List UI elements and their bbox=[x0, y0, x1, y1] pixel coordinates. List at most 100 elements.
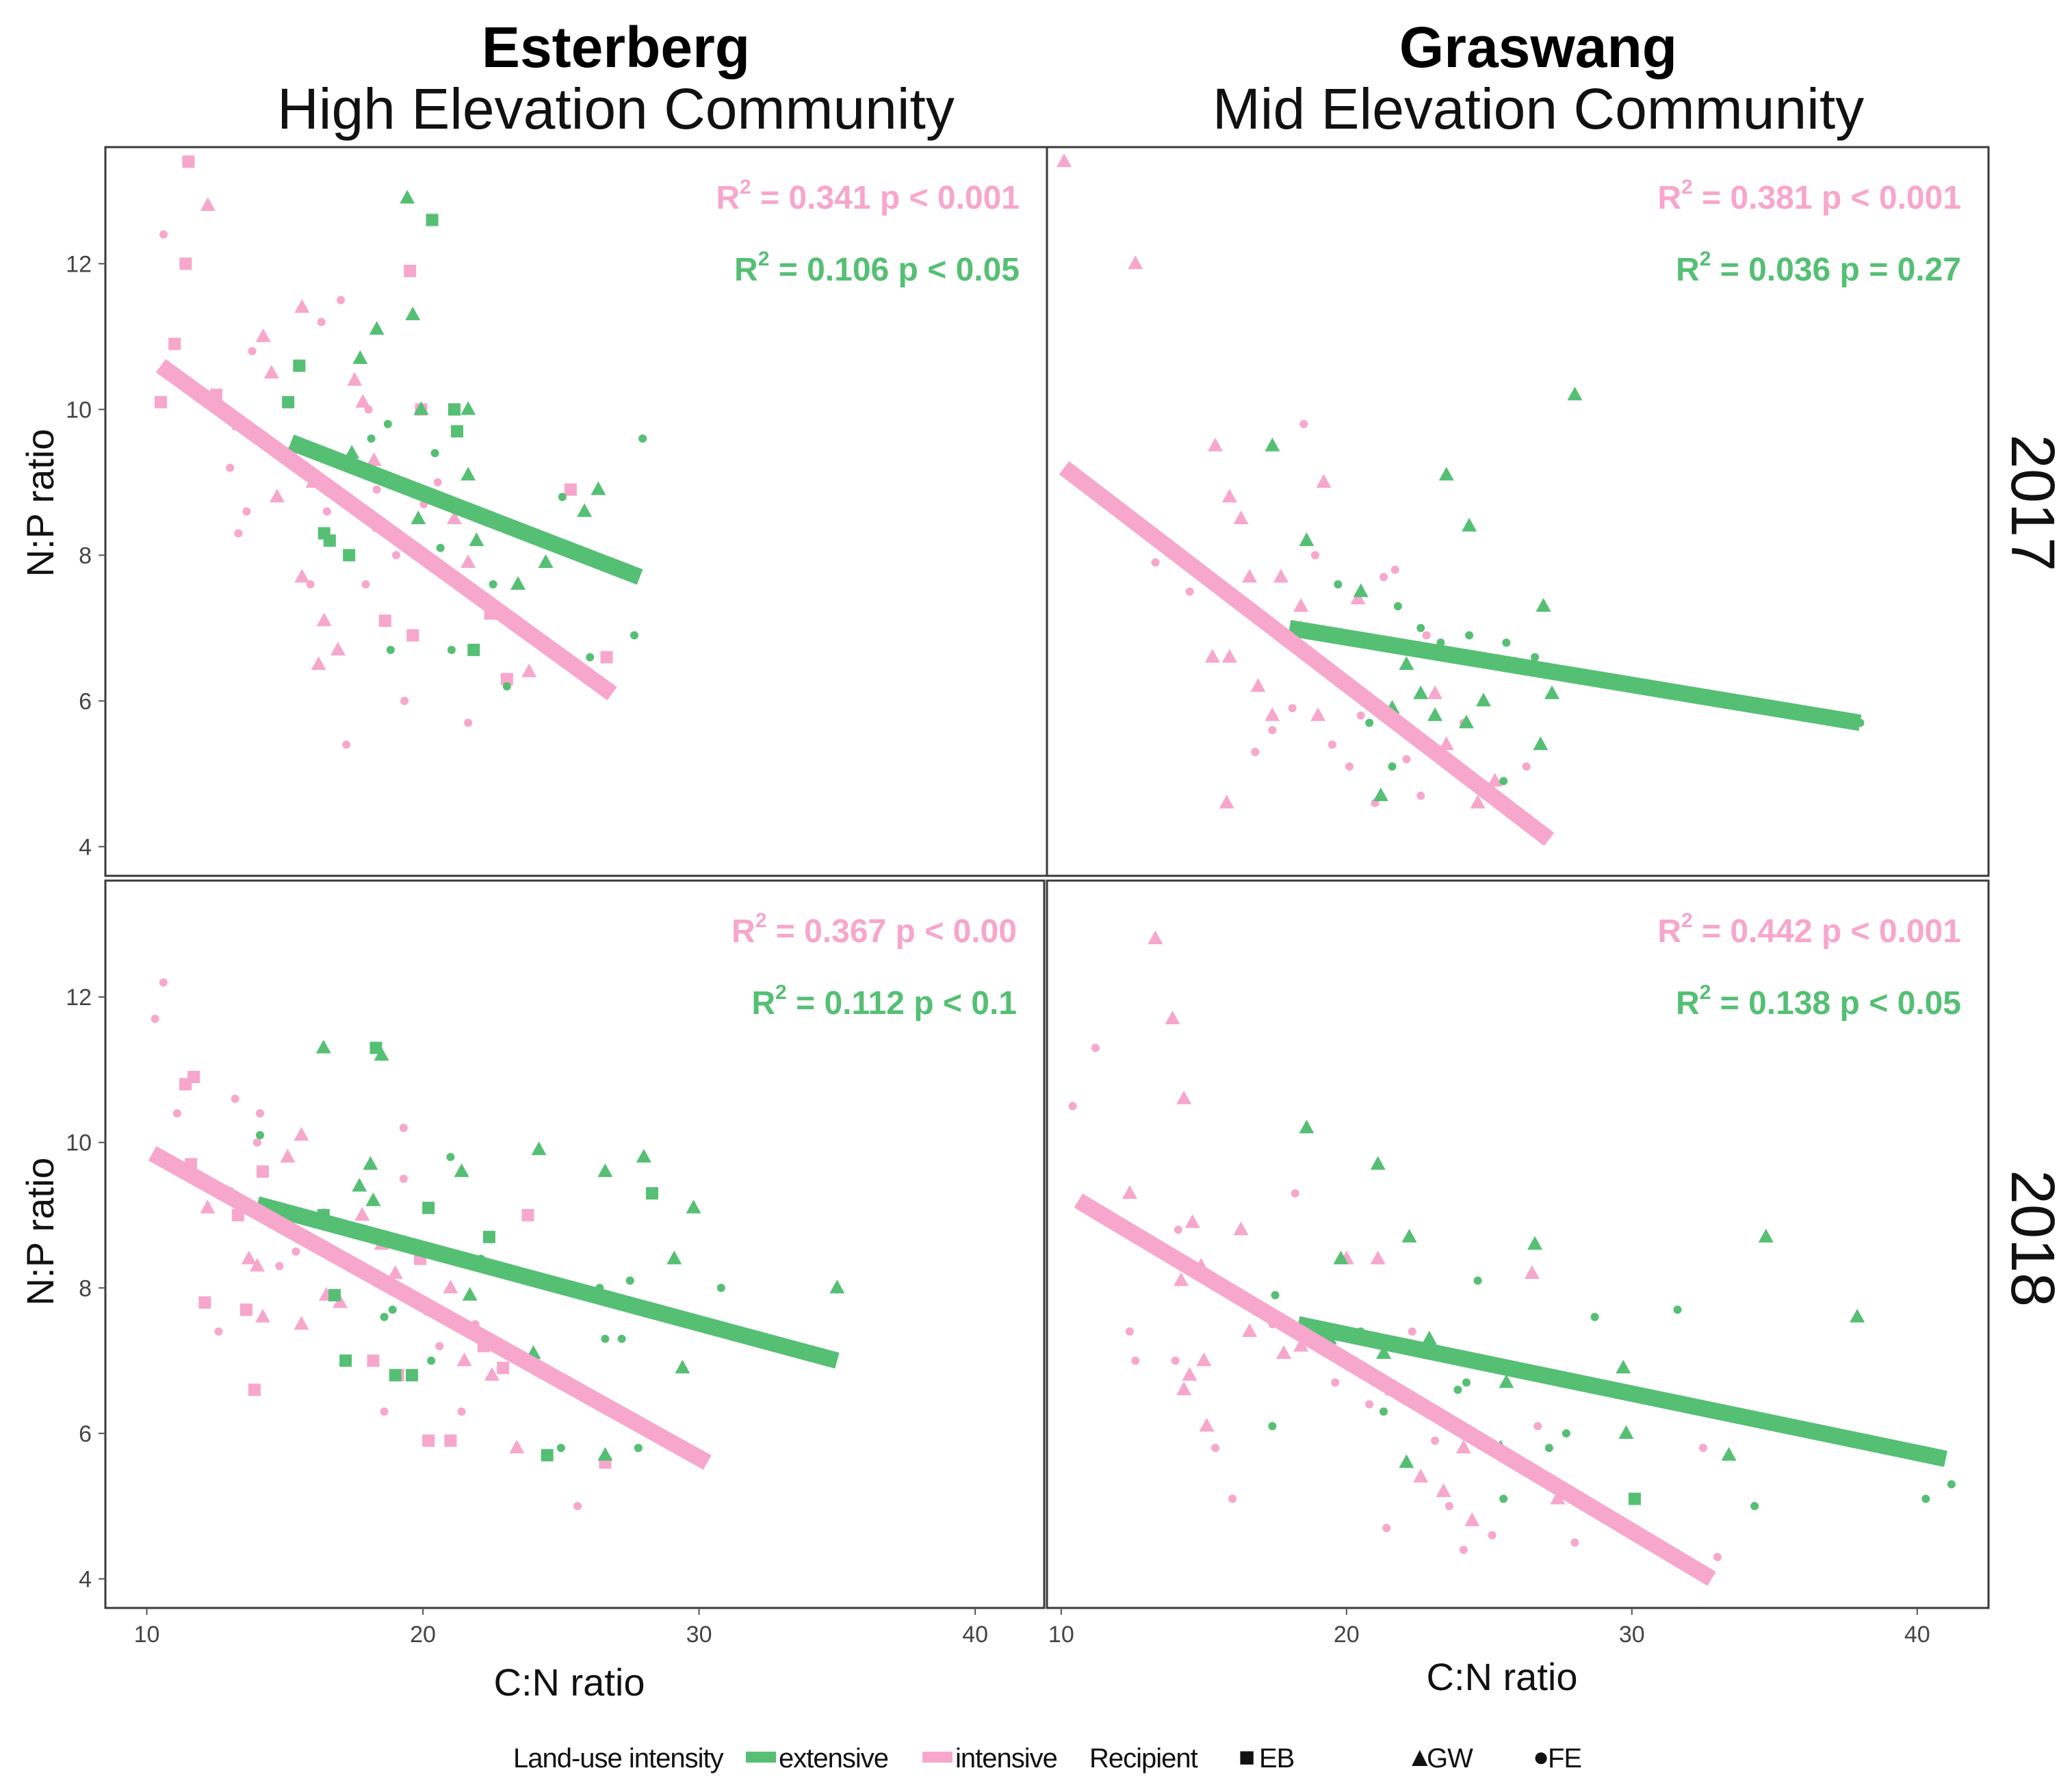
point-intensive-2-esterberg-2017 bbox=[200, 197, 216, 211]
point-intensive-28-esterberg-2017 bbox=[330, 641, 346, 655]
point-intensive-44-graswang-2018 bbox=[1382, 1524, 1391, 1533]
point-intensive-7-graswang-2017 bbox=[1273, 569, 1289, 583]
point-intensive-11-graswang-2017 bbox=[1293, 597, 1309, 612]
point-extensive-11-graswang-2018 bbox=[1376, 1345, 1392, 1359]
point-extensive-27-graswang-2017 bbox=[1499, 777, 1508, 785]
point-extensive-12-graswang-2018 bbox=[1421, 1330, 1437, 1345]
point-intensive-19-graswang-2018 bbox=[1176, 1381, 1192, 1396]
point-intensive-43-graswang-2018 bbox=[1713, 1553, 1722, 1561]
point-extensive-32-esterberg-2018 bbox=[462, 1286, 478, 1301]
point-intensive-24-esterberg-2017 bbox=[322, 507, 331, 516]
point-intensive-3-graswang-2018 bbox=[1068, 1102, 1077, 1111]
trend-line-intensive-esterberg-2017 bbox=[155, 359, 617, 701]
point-intensive-17-graswang-2018 bbox=[1182, 1366, 1197, 1381]
stat-extensive-esterberg-2018: R2 = 0.112 p < 0.1 bbox=[751, 981, 1017, 1022]
point-intensive-16-esterberg-2017 bbox=[337, 296, 345, 304]
x-tick-label-40-esterberg-2018: 40 bbox=[962, 1622, 988, 1648]
col-subtitle-esterberg: High Elevation Community bbox=[277, 77, 955, 141]
point-extensive-31-esterberg-2018 bbox=[541, 1449, 554, 1462]
y-tick-label-12-esterberg-2017: 12 bbox=[66, 251, 92, 277]
point-extensive-14-graswang-2017 bbox=[1536, 597, 1551, 612]
point-intensive-19-graswang-2017 bbox=[1328, 740, 1336, 749]
point-extensive-16-esterberg-2018 bbox=[597, 1163, 613, 1178]
legend-shape-gw-icon: ▲ bbox=[1406, 1742, 1433, 1772]
point-extensive-35-esterberg-2017 bbox=[467, 643, 480, 656]
point-extensive-6-graswang-2017 bbox=[1353, 583, 1369, 597]
point-intensive-31-graswang-2017 bbox=[1416, 791, 1425, 800]
point-extensive-16-graswang-2017 bbox=[1413, 685, 1429, 699]
point-extensive-3-graswang-2018 bbox=[1333, 1250, 1349, 1264]
panel-frame-esterberg-2018 bbox=[104, 879, 1046, 1609]
point-extensive-29-esterberg-2018 bbox=[597, 1446, 613, 1461]
point-extensive-12-graswang-2017 bbox=[1531, 653, 1540, 662]
point-extensive-25-esterberg-2018 bbox=[617, 1334, 626, 1343]
point-intensive-26-graswang-2018 bbox=[1293, 1338, 1309, 1352]
point-intensive-21-graswang-2017 bbox=[1350, 590, 1366, 605]
col-subtitle-graswang: Mid Elevation Community bbox=[1213, 77, 1864, 141]
stat-extensive-graswang-2018: R2 = 0.138 p < 0.05 bbox=[1676, 981, 1961, 1022]
point-extensive-21-esterberg-2017 bbox=[411, 510, 426, 525]
year-label-2018: 2018 bbox=[1998, 1170, 2059, 1307]
point-extensive-35-esterberg-2018 bbox=[389, 1368, 402, 1381]
point-extensive-9-esterberg-2018 bbox=[255, 1131, 264, 1140]
legend-land-use-title: Land-use intensity bbox=[513, 1743, 724, 1774]
point-extensive-22-graswang-2017 bbox=[1475, 692, 1491, 707]
point-extensive-24-graswang-2018 bbox=[1618, 1425, 1634, 1439]
point-extensive-17-esterberg-2017 bbox=[323, 534, 336, 547]
x-axis-title-left: C:N ratio bbox=[494, 1661, 645, 1704]
point-extensive-6-graswang-2018 bbox=[1850, 1308, 1865, 1323]
legend-intensive-key bbox=[922, 1752, 953, 1763]
point-extensive-23-graswang-2017 bbox=[1533, 736, 1549, 751]
panel-frame-graswang-2018 bbox=[1046, 879, 1990, 1609]
point-intensive-18-graswang-2017 bbox=[1310, 707, 1326, 721]
point-intensive-2-graswang-2017 bbox=[1208, 437, 1223, 452]
point-intensive-30-esterberg-2018 bbox=[354, 1206, 370, 1221]
point-extensive-29-esterberg-2017 bbox=[577, 503, 593, 517]
stat-extensive-graswang-2017: R2 = 0.036 p = 0.27 bbox=[1676, 248, 1961, 288]
point-intensive-36-graswang-2018 bbox=[1464, 1512, 1480, 1527]
point-extensive-10-esterberg-2017 bbox=[461, 401, 476, 415]
x-tick-label-10-esterberg-2018: 10 bbox=[134, 1622, 160, 1648]
point-intensive-34-esterberg-2017 bbox=[406, 629, 419, 642]
point-extensive-14-graswang-2018 bbox=[1499, 1374, 1514, 1388]
trend-line-extensive-graswang-2017 bbox=[1288, 620, 1862, 731]
point-intensive-23-graswang-2017 bbox=[1390, 565, 1399, 574]
point-intensive-33-graswang-2017 bbox=[1345, 762, 1354, 771]
point-extensive-25-graswang-2017 bbox=[1388, 762, 1397, 771]
legend-shape-fe-label: FE bbox=[1548, 1743, 1581, 1774]
point-intensive-9-esterberg-2017 bbox=[255, 328, 271, 342]
point-intensive-6-graswang-2018 bbox=[1174, 1225, 1182, 1234]
point-intensive-20-graswang-2017 bbox=[1356, 711, 1365, 720]
point-intensive-11-esterberg-2017 bbox=[263, 365, 279, 379]
point-intensive-14-graswang-2017 bbox=[1250, 678, 1266, 692]
point-extensive-33-esterberg-2018 bbox=[427, 1356, 436, 1365]
point-intensive-25-graswang-2017 bbox=[1427, 685, 1443, 699]
point-intensive-6-esterberg-2018 bbox=[252, 1138, 261, 1147]
point-intensive-11-graswang-2018 bbox=[1370, 1250, 1386, 1264]
point-intensive-45-esterberg-2018 bbox=[521, 1208, 534, 1221]
point-intensive-8-esterberg-2017 bbox=[248, 347, 257, 356]
point-extensive-26-esterberg-2017 bbox=[510, 576, 526, 590]
point-intensive-5-graswang-2017 bbox=[1233, 510, 1249, 525]
point-intensive-45-esterberg-2017 bbox=[433, 478, 442, 486]
point-intensive-24-esterberg-2018 bbox=[239, 1303, 252, 1316]
point-intensive-4-graswang-2018 bbox=[1176, 1090, 1192, 1104]
point-intensive-7-esterberg-2018 bbox=[255, 1109, 264, 1118]
legend-shape-eb-icon: ■ bbox=[1239, 1742, 1254, 1772]
point-intensive-3-esterberg-2018 bbox=[179, 1078, 192, 1091]
point-extensive-23-esterberg-2018 bbox=[716, 1284, 725, 1293]
point-intensive-4-esterberg-2017 bbox=[168, 337, 181, 350]
point-intensive-0-graswang-2017 bbox=[1057, 153, 1072, 168]
point-intensive-9-graswang-2017 bbox=[1316, 473, 1332, 488]
point-intensive-0-graswang-2018 bbox=[1148, 931, 1163, 945]
y-tick-label-4-esterberg-2018: 4 bbox=[79, 1566, 92, 1592]
trend-line-intensive-graswang-2017 bbox=[1059, 461, 1555, 846]
trend-line-extensive-esterberg-2017 bbox=[287, 434, 643, 585]
point-extensive-31-graswang-2018 bbox=[1268, 1422, 1277, 1431]
point-extensive-4-graswang-2018 bbox=[1527, 1236, 1543, 1250]
point-extensive-7-graswang-2017 bbox=[1393, 601, 1402, 610]
point-extensive-10-graswang-2017 bbox=[1465, 631, 1474, 640]
point-extensive-16-graswang-2018 bbox=[1616, 1360, 1631, 1374]
point-intensive-39-graswang-2017 bbox=[1402, 755, 1411, 764]
point-intensive-5-esterberg-2017 bbox=[154, 395, 167, 408]
